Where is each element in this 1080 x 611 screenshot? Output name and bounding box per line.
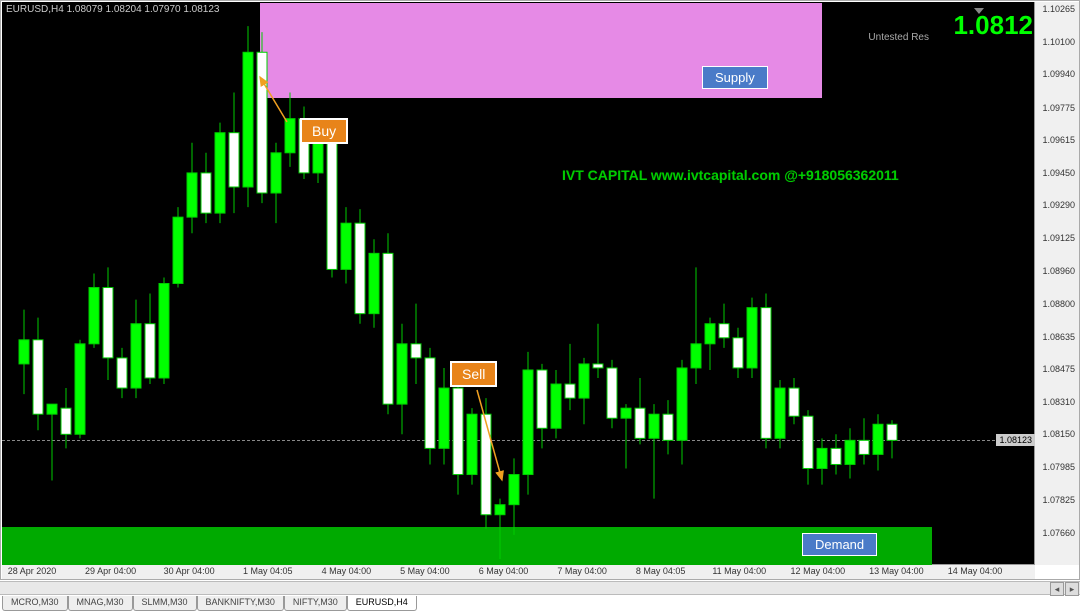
yaxis-tick-label: 1.09940: [1042, 69, 1075, 79]
symbol-tabs: MCRO,M30MNAG,M30SLMM,M30BANKNIFTY,M30NIF…: [2, 596, 417, 611]
current-price-big: 1.0812: [953, 10, 1033, 41]
scroll-right-icon[interactable]: ▸: [1065, 582, 1079, 596]
xaxis-tick-label: 29 Apr 04:00: [85, 566, 136, 576]
symbol-tab[interactable]: MCRO,M30: [2, 596, 68, 611]
xaxis-tick-label: 14 May 04:00: [948, 566, 1003, 576]
xaxis-tick-label: 8 May 04:05: [636, 566, 686, 576]
symbol-tab[interactable]: BANKNIFTY,M30: [197, 596, 284, 611]
untested-resistance-label: Untested Res: [868, 32, 929, 43]
xaxis-tick-label: 7 May 04:00: [557, 566, 607, 576]
yaxis-tick-label: 1.09290: [1042, 200, 1075, 210]
symbol-tab[interactable]: MNAG,M30: [68, 596, 133, 611]
symbol-tab[interactable]: SLMM,M30: [133, 596, 197, 611]
chart-nav-bar: ◂ ▸: [0, 581, 1080, 595]
xaxis-tick-label: 5 May 04:00: [400, 566, 450, 576]
yaxis-tick-label: 1.10100: [1042, 37, 1075, 47]
yaxis-tick-label: 1.08310: [1042, 397, 1075, 407]
yaxis-tick-label: 1.07985: [1042, 462, 1075, 472]
chart-container: EURUSD,H4 1.08079 1.08204 1.07970 1.0812…: [0, 0, 1080, 580]
xaxis-tick-label: 6 May 04:00: [479, 566, 529, 576]
time-axis: 28 Apr 2020 29 Apr 04:00 30 Apr 04:00 1 May…: [2, 564, 1035, 579]
xaxis-tick-label: 28 Apr 2020: [8, 566, 57, 576]
xaxis-tick-label: 4 May 04:00: [322, 566, 372, 576]
sell-annotation: Sell: [450, 361, 497, 387]
yaxis-tick-label: 1.08635: [1042, 332, 1075, 342]
yaxis-tick-label: 1.07825: [1042, 495, 1075, 505]
buy-annotation: Buy: [300, 118, 348, 144]
scroll-left-icon[interactable]: ◂: [1050, 582, 1064, 596]
candlestick-series: [2, 2, 1035, 565]
yaxis-tick-label: 1.08960: [1042, 266, 1075, 276]
xaxis-tick-label: 11 May 04:00: [712, 566, 766, 576]
yaxis-tick-label: 1.09775: [1042, 103, 1075, 113]
price-axis: 1.10265 1.10100 1.09940 1.09775 1.09615 1.094…: [1034, 2, 1079, 565]
yaxis-tick-label: 1.09615: [1042, 135, 1075, 145]
yaxis-tick-label: 1.08150: [1042, 429, 1075, 439]
supply-zone-label: Supply: [702, 66, 768, 89]
yaxis-tick-label: 1.09125: [1042, 233, 1075, 243]
xaxis-tick-label: 13 May 04:00: [869, 566, 924, 576]
xaxis-tick-label: 30 Apr 04:00: [164, 566, 215, 576]
watermark-text: IVT CAPITAL www.ivtcapital.com @+9180563…: [562, 167, 899, 183]
yaxis-tick-label: 1.09450: [1042, 168, 1075, 178]
chart-plot-area[interactable]: EURUSD,H4 1.08079 1.08204 1.07970 1.0812…: [2, 2, 1035, 565]
yaxis-tick-label: 1.08800: [1042, 299, 1075, 309]
yaxis-tick-label: 1.07660: [1042, 528, 1075, 538]
yaxis-tick-label: 1.08475: [1042, 364, 1075, 374]
symbol-tab[interactable]: NIFTY,M30: [284, 596, 347, 611]
demand-zone-label: Demand: [802, 533, 877, 556]
yaxis-tick-label: 1.10265: [1042, 4, 1075, 14]
xaxis-tick-label: 1 May 04:05: [243, 566, 293, 576]
xaxis-tick-label: 12 May 04:00: [791, 566, 846, 576]
ohlc-readout: EURUSD,H4 1.08079 1.08204 1.07970 1.0812…: [6, 4, 220, 15]
symbol-tab[interactable]: EURUSD,H4: [347, 596, 417, 611]
